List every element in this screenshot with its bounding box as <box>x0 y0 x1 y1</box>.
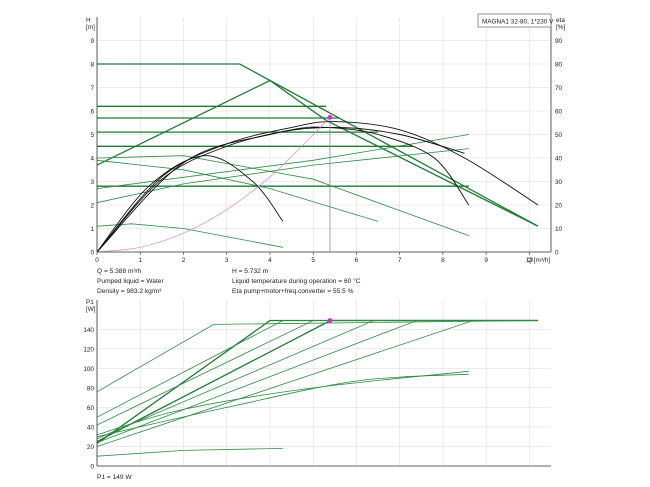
model-label: MAGNA1 32-80, 1*230 V <box>482 19 554 26</box>
power-curve <box>96 320 538 447</box>
efficiency-curve <box>96 126 470 253</box>
info-efficiency: Eta pump+motor+freq.converter = 55.5 % <box>232 288 354 295</box>
duty-point-markers <box>327 114 333 323</box>
head-axis-label: H [m] <box>86 17 95 31</box>
head-tick-label: 2 <box>90 203 94 210</box>
power-tick-label: 120 <box>83 346 94 353</box>
power-tick-label: 20 <box>87 444 95 451</box>
head-tick-label: 0 <box>90 250 94 257</box>
eta-tick-label: 0 <box>555 250 559 257</box>
eta-tick-label: 90 <box>555 38 563 45</box>
system-curve <box>96 117 331 253</box>
power-tick-label: 60 <box>87 405 95 412</box>
power-tick-label: 100 <box>83 366 94 373</box>
info-head: H = 5.732 m <box>232 268 269 275</box>
efficiency-curve <box>96 126 465 253</box>
head-tick-label: 9 <box>90 38 94 45</box>
eta-tick-label: 60 <box>555 109 563 116</box>
x-tick-label: 4 <box>268 257 272 264</box>
head-tick-label: 1 <box>90 226 94 233</box>
axis-label-line: [%] <box>556 24 565 31</box>
x-tick-label: 8 <box>441 257 445 264</box>
head-tick-label: 4 <box>90 156 94 163</box>
info-power: P1 = 149 W <box>97 474 132 481</box>
head-tick-label: 6 <box>90 109 94 116</box>
eta-tick-label: 80 <box>555 62 563 69</box>
head-curve <box>96 159 379 222</box>
power-curve <box>96 320 538 440</box>
head-curve <box>96 223 283 248</box>
info-liquid: Pumped liquid = Water <box>97 278 164 285</box>
x-tick-label: 1 <box>138 257 142 264</box>
x-tick-label: 3 <box>225 257 229 264</box>
axis-label-line: eta <box>556 17 565 24</box>
power-chart-series <box>96 319 539 457</box>
eta-tick-label: 70 <box>555 85 563 92</box>
power-tick-label: 0 <box>90 464 94 471</box>
power-curve <box>96 319 538 445</box>
chart-axes <box>96 17 552 467</box>
eta-axis-label: eta [%] <box>556 17 565 31</box>
efficiency-curve <box>96 121 539 253</box>
eta-tick-label: 50 <box>555 132 563 139</box>
head-chart-series <box>96 63 539 253</box>
info-density: Density = 983.2 kg/m³ <box>97 288 162 295</box>
head-curve <box>96 155 469 236</box>
power-axis-label: P1 [W] <box>86 299 96 313</box>
head-curve <box>97 63 539 227</box>
head-curve <box>96 134 469 189</box>
head-curve <box>96 148 469 204</box>
head-tick-label: 7 <box>90 85 94 92</box>
eta-tick-label: 30 <box>555 179 563 186</box>
axis-label-line: H <box>86 17 91 24</box>
x-tick-label: 2 <box>182 257 186 264</box>
duty-point-marker <box>327 114 333 120</box>
head-tick-label: 8 <box>90 62 94 69</box>
power-curve <box>96 320 538 418</box>
power-tick-label: 40 <box>87 424 95 431</box>
power-duty-point-marker <box>327 318 333 323</box>
x-tick-label: 7 <box>398 257 402 264</box>
power-tick-label: 80 <box>87 385 95 392</box>
x-tick-label: 6 <box>355 257 359 264</box>
power-curve <box>96 320 539 393</box>
x-tick-label: 5 <box>311 257 315 264</box>
eta-tick-label: 10 <box>555 226 563 233</box>
head-chart-grid <box>96 17 551 253</box>
tick-labels: 0 1 2 3 4 5 6 7 8 9 100123456789010203040506070809… <box>83 38 562 471</box>
info-flow: Q = 5.388 m³/h <box>97 268 141 275</box>
info-temperature: Liquid temperature during operation = 60… <box>232 277 361 285</box>
efficiency-curve <box>96 155 284 253</box>
axis-label-line: [m] <box>86 24 95 31</box>
flow-axis-label: Q [m³/h] <box>527 257 550 264</box>
head-curve <box>96 79 539 227</box>
power-tick-label: 140 <box>83 327 94 334</box>
x-tick-label: 10 <box>526 257 534 264</box>
power-curve <box>96 319 538 443</box>
eta-tick-label: 20 <box>555 203 563 210</box>
eta-tick-label: 40 <box>555 156 563 163</box>
head-tick-label: 3 <box>90 179 94 186</box>
axis-label-line: [W] <box>86 306 96 313</box>
power-curve <box>96 373 469 438</box>
head-tick-label: 5 <box>90 132 94 139</box>
power-curve <box>96 370 469 436</box>
axis-label-line: P1 <box>86 299 94 306</box>
power-curve <box>96 448 283 457</box>
model-label-box <box>477 13 552 28</box>
x-tick-label: 0 <box>95 257 99 264</box>
x-tick-label: 9 <box>484 257 488 264</box>
power-chart-grid <box>96 300 551 467</box>
